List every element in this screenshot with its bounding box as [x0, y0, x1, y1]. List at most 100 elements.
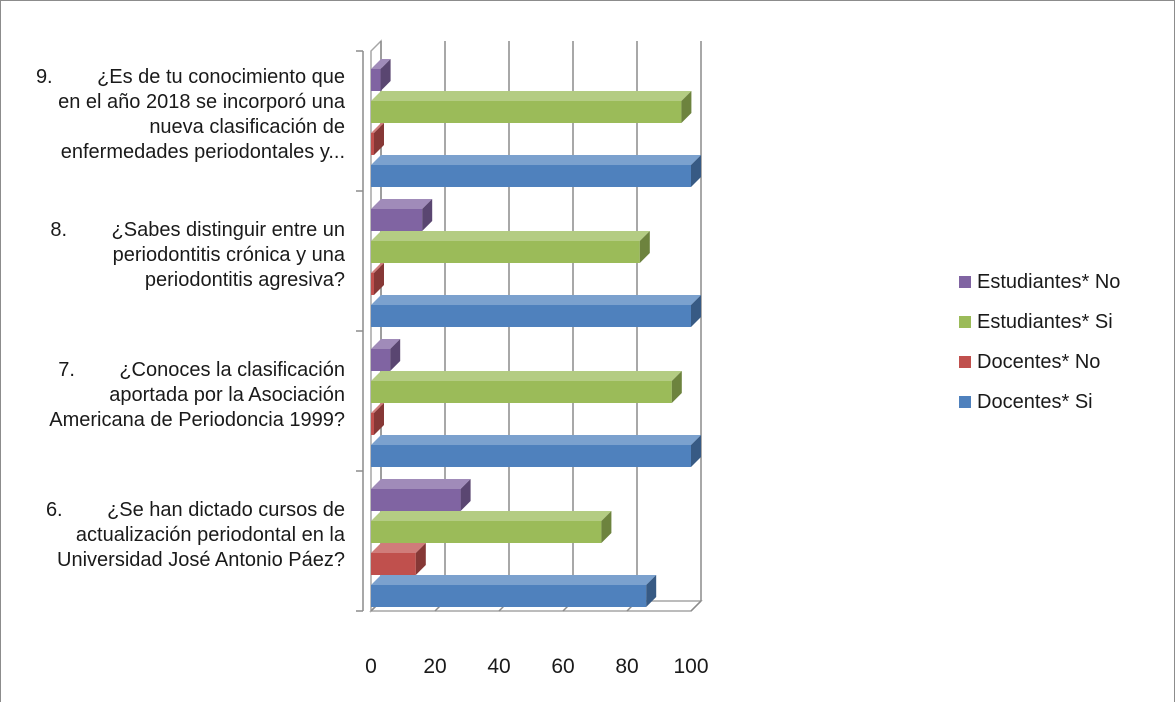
- bar-front: [371, 381, 672, 403]
- bar-front: [371, 349, 391, 371]
- bar: [371, 199, 433, 231]
- bar: [371, 371, 682, 403]
- bar-top: [371, 543, 426, 553]
- category-label: 8. ¿Sabes distinguir entre un periodontit…: [5, 218, 345, 293]
- legend-item: Estudiantes* No: [959, 269, 1120, 295]
- category-label-line: 9. ¿Es de tu conocimiento que: [35, 66, 345, 88]
- bar-end: [380, 59, 391, 91]
- bar-end: [415, 543, 426, 575]
- bar-end: [460, 479, 471, 511]
- bar-top: [371, 231, 650, 241]
- bar-front: [371, 209, 423, 231]
- x-tick-label: 60: [551, 655, 574, 678]
- bar-end: [691, 295, 701, 327]
- bar: [371, 543, 426, 575]
- bar-front: [371, 101, 682, 123]
- bar-front: [371, 445, 691, 467]
- legend-label: Docentes* Si: [977, 390, 1093, 413]
- bar-top: [371, 371, 682, 381]
- legend-swatch: [959, 396, 971, 408]
- category-label-line: enfermedades periodontales y...: [60, 141, 345, 163]
- bar: [371, 339, 401, 371]
- bar-front: [371, 585, 647, 607]
- legend-label: Estudiantes* No: [977, 270, 1121, 293]
- x-tick-label: 0: [365, 655, 377, 678]
- legend-item: Docentes* No: [959, 349, 1120, 375]
- bar-end: [681, 91, 692, 123]
- legend-swatch: [959, 276, 971, 288]
- bar-front: [371, 273, 374, 295]
- legend-label: Docentes* No: [977, 350, 1101, 373]
- bar: [371, 575, 657, 607]
- bar: [371, 403, 384, 435]
- bar-end: [374, 123, 384, 155]
- bar-top: [371, 295, 701, 305]
- category-label-line: periodontitis agresiva?: [144, 268, 345, 291]
- category-label: 9. ¿Es de tu conocimiento que en el año 2…: [5, 65, 345, 165]
- legend-item: Estudiantes* Si: [959, 309, 1120, 335]
- bar-end: [646, 575, 657, 607]
- legend-label: Estudiantes* Si: [977, 310, 1113, 333]
- bar-end: [374, 403, 384, 435]
- bar: [371, 91, 692, 123]
- bar-end: [691, 155, 701, 187]
- x-tick-label: 20: [423, 655, 446, 678]
- category-label-line: 6. ¿Se han dictado cursos de: [45, 498, 345, 521]
- bar-end: [671, 371, 682, 403]
- bar-top: [371, 479, 471, 489]
- category-label-line: nueva clasificación de: [149, 116, 345, 138]
- category-label-line: Americana de Periodoncia 1999?: [49, 408, 345, 431]
- bar: [371, 295, 701, 327]
- bar-top: [371, 91, 692, 101]
- category-label: 6. ¿Se han dictado cursos de actualizació…: [5, 498, 345, 573]
- category-label-line: 7. ¿Conoces la clasificación: [58, 358, 345, 381]
- bar-front: [371, 241, 640, 263]
- bar-front: [371, 489, 461, 511]
- bar-top: [371, 511, 612, 521]
- category-label-line: Universidad José Antonio Páez?: [57, 548, 345, 571]
- bar: [371, 263, 384, 295]
- bar-top: [371, 339, 401, 349]
- bar-end: [601, 511, 612, 543]
- bar-end: [639, 231, 650, 263]
- bar-front: [371, 521, 602, 543]
- bar-top: [371, 199, 433, 209]
- category-label-line: periodontitis crónica y una: [112, 243, 345, 266]
- bar-end: [390, 339, 401, 371]
- bar-front: [371, 165, 691, 187]
- category-label: 7. ¿Conoces la clasificación aportada por…: [5, 358, 345, 433]
- bar: [371, 511, 612, 543]
- bar-end: [374, 263, 384, 295]
- bar-top: [371, 263, 384, 273]
- legend-item: Docentes* Si: [959, 389, 1120, 415]
- bar-front: [371, 133, 374, 155]
- bar: [371, 123, 384, 155]
- bar-top: [371, 575, 657, 585]
- bar-top: [371, 123, 384, 133]
- bar-end: [691, 435, 701, 467]
- floor-gridline: [690, 600, 702, 612]
- bar-front: [371, 413, 374, 435]
- bar: [371, 435, 701, 467]
- bar: [371, 155, 701, 187]
- category-label-line: aportada por la Asociación: [109, 383, 345, 406]
- bar: [371, 59, 391, 91]
- x-tick-label: 80: [615, 655, 638, 678]
- legend: Estudiantes* No Estudiantes* Si Docentes* …: [959, 269, 1120, 429]
- legend-swatch: [959, 356, 971, 368]
- bar-front: [371, 553, 416, 575]
- bar-top: [371, 155, 701, 165]
- bar-top: [371, 403, 384, 413]
- bar-top: [371, 435, 701, 445]
- bar-top: [371, 59, 391, 69]
- legend-swatch: [959, 316, 971, 328]
- x-tick-label: 40: [487, 655, 510, 678]
- category-label-line: actualización periodontal en la: [75, 523, 345, 546]
- bar-front: [371, 305, 691, 327]
- bar: [371, 479, 471, 511]
- bar-front: [371, 69, 381, 91]
- bar-end: [422, 199, 433, 231]
- bar: [371, 231, 650, 263]
